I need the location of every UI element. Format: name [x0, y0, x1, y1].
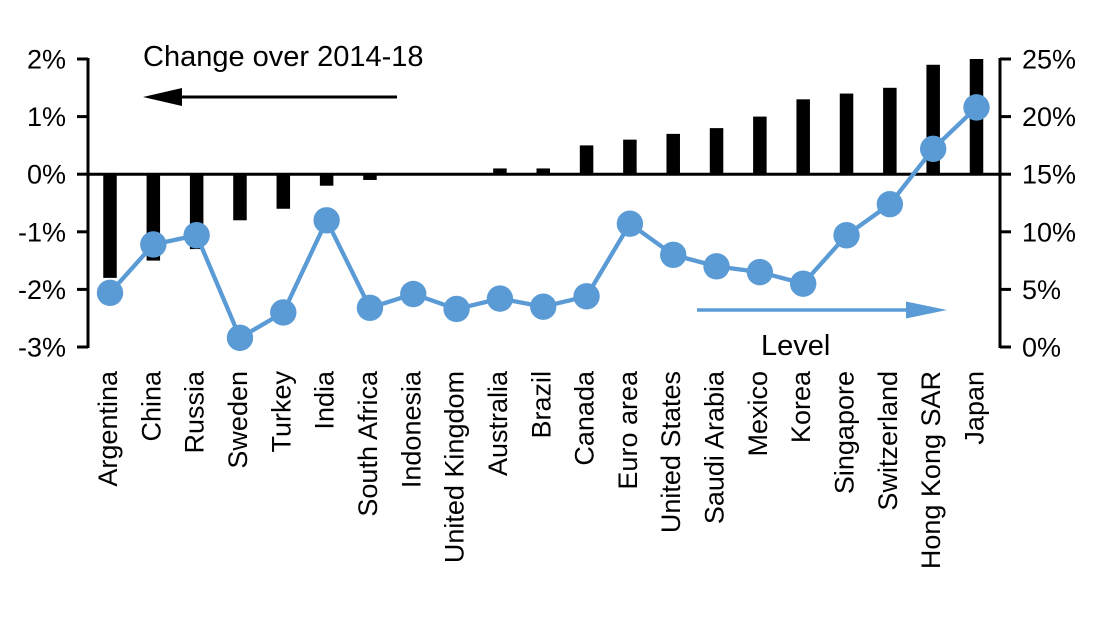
category-label: Indonesia	[396, 370, 426, 488]
bar	[666, 133, 680, 175]
category-axis-labels: Argentina China Russia Sweden Turkey India Sou…	[93, 370, 990, 569]
bar	[579, 145, 594, 175]
category-label: Korea	[786, 370, 816, 443]
data-point	[96, 279, 124, 307]
left-axis-tick-label: -2%	[18, 275, 66, 305]
category-label: Brazil	[526, 371, 556, 439]
data-point	[530, 293, 557, 320]
right-axis-tick-label: 20%	[1022, 102, 1076, 132]
bar-series	[103, 59, 984, 278]
bar	[233, 174, 247, 221]
category-label: Singapore	[830, 371, 860, 494]
data-point	[313, 207, 340, 234]
data-point	[183, 222, 210, 249]
category-label: Japan	[960, 371, 990, 445]
right-axis-tick-label: 0%	[1022, 332, 1061, 362]
category-label: United Kingdom	[440, 371, 470, 563]
data-point	[919, 135, 947, 163]
line-series	[96, 94, 990, 351]
data-point	[573, 283, 600, 310]
category-label: Mexico	[743, 371, 773, 457]
data-point	[226, 324, 254, 351]
data-point	[963, 94, 990, 121]
bar	[839, 93, 854, 175]
data-point	[790, 270, 817, 297]
category-label: Saudi Arabia	[700, 370, 730, 524]
bar	[319, 174, 334, 186]
left-direction-arrow-icon	[143, 88, 397, 106]
bar	[103, 174, 117, 278]
category-label: South Africa	[353, 370, 383, 517]
data-point	[356, 294, 384, 322]
bar	[753, 116, 767, 175]
bar	[796, 99, 810, 175]
bar	[363, 174, 377, 180]
category-label: Euro area	[613, 370, 643, 490]
data-point	[616, 210, 644, 237]
data-point	[876, 190, 904, 218]
right-axis-tick-label: 10%	[1022, 217, 1076, 247]
category-label: Argentina	[93, 370, 123, 487]
bar	[493, 168, 507, 175]
category-label: Sweden	[223, 371, 253, 469]
category-label: Canada	[570, 370, 600, 466]
category-label: Australia	[483, 370, 513, 476]
bar	[536, 168, 550, 175]
data-point	[660, 241, 687, 269]
data-point	[703, 253, 730, 280]
category-label: Russia	[180, 370, 210, 454]
category-label: India	[310, 370, 340, 430]
bar	[883, 87, 897, 175]
data-point	[833, 222, 860, 249]
left-axis-tick-label: 1%	[27, 102, 66, 132]
category-label: Turkey	[266, 371, 296, 453]
right-direction-arrow-icon	[697, 301, 947, 319]
left-axis-tick-label: -1%	[18, 217, 66, 247]
right-axis-tick-label: 25%	[1022, 44, 1076, 74]
bar	[709, 128, 724, 175]
bar	[623, 139, 637, 175]
bar	[276, 174, 291, 209]
data-point	[486, 285, 514, 312]
data-point	[746, 258, 774, 286]
left-axis-tick-label: 2%	[27, 44, 66, 74]
category-label: Switzerland	[873, 371, 903, 511]
data-point	[140, 231, 167, 258]
left-series-annotation: Change over 2014-18	[143, 41, 424, 73]
right-series-annotation: Level	[761, 330, 830, 362]
category-label: China	[136, 370, 166, 442]
data-point	[400, 280, 427, 308]
left-axis-tick-label: 0%	[27, 160, 66, 190]
left-axis-tick-label: -3%	[18, 332, 66, 362]
data-point	[270, 299, 297, 326]
data-point	[443, 295, 470, 323]
category-label: United States	[656, 371, 686, 533]
category-label: Hong Kong SAR	[916, 371, 946, 569]
right-axis-tick-label: 5%	[1022, 275, 1061, 305]
right-axis-tick-label: 15%	[1022, 160, 1076, 190]
